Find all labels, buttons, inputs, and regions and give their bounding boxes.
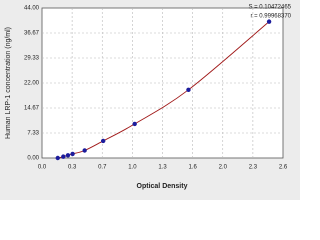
- data-point: [266, 19, 272, 24]
- y-tick-label: 29.33: [24, 56, 40, 62]
- y-tick-label: 14.67: [24, 106, 40, 112]
- x-tick-label: 0.3: [68, 165, 77, 171]
- x-tick-label: 2.6: [279, 165, 288, 171]
- y-tick-label: 36.67: [24, 31, 40, 37]
- x-tick-label: 0.0: [38, 165, 47, 171]
- y-tick-label: 7.33: [27, 131, 39, 137]
- x-tick-label: 1.3: [158, 165, 167, 171]
- x-axis-label: Optical Density: [137, 183, 188, 190]
- y-tick-label: 0.00: [27, 156, 39, 162]
- x-tick-label: 0.7: [98, 165, 107, 171]
- data-point: [100, 138, 106, 144]
- data-point: [82, 148, 87, 153]
- stat-r: r = 0.99968370: [250, 14, 291, 20]
- data-point: [132, 121, 137, 127]
- x-tick-label: 1.0: [128, 165, 137, 171]
- x-tick-label: 1.6: [188, 165, 197, 171]
- y-tick-label: 44.00: [24, 6, 40, 12]
- x-tick-label: 2.3: [249, 165, 258, 171]
- page: S = 0.10472465 r = 0.99968370 Optical De…: [0, 0, 300, 200]
- data-point: [186, 87, 191, 93]
- data-point: [61, 154, 66, 159]
- chart: S = 0.10472465 r = 0.99968370 Optical De…: [0, 0, 300, 200]
- stat-s: S = 0.10472465: [248, 5, 291, 11]
- data-point: [70, 151, 75, 157]
- y-tick-label: 22.00: [24, 81, 40, 87]
- data-point: [55, 155, 60, 161]
- data-point: [65, 153, 71, 158]
- x-tick-label: 2.0: [219, 165, 228, 171]
- y-axis-label: Human LRP-1 concentration (ng/ml): [5, 27, 12, 139]
